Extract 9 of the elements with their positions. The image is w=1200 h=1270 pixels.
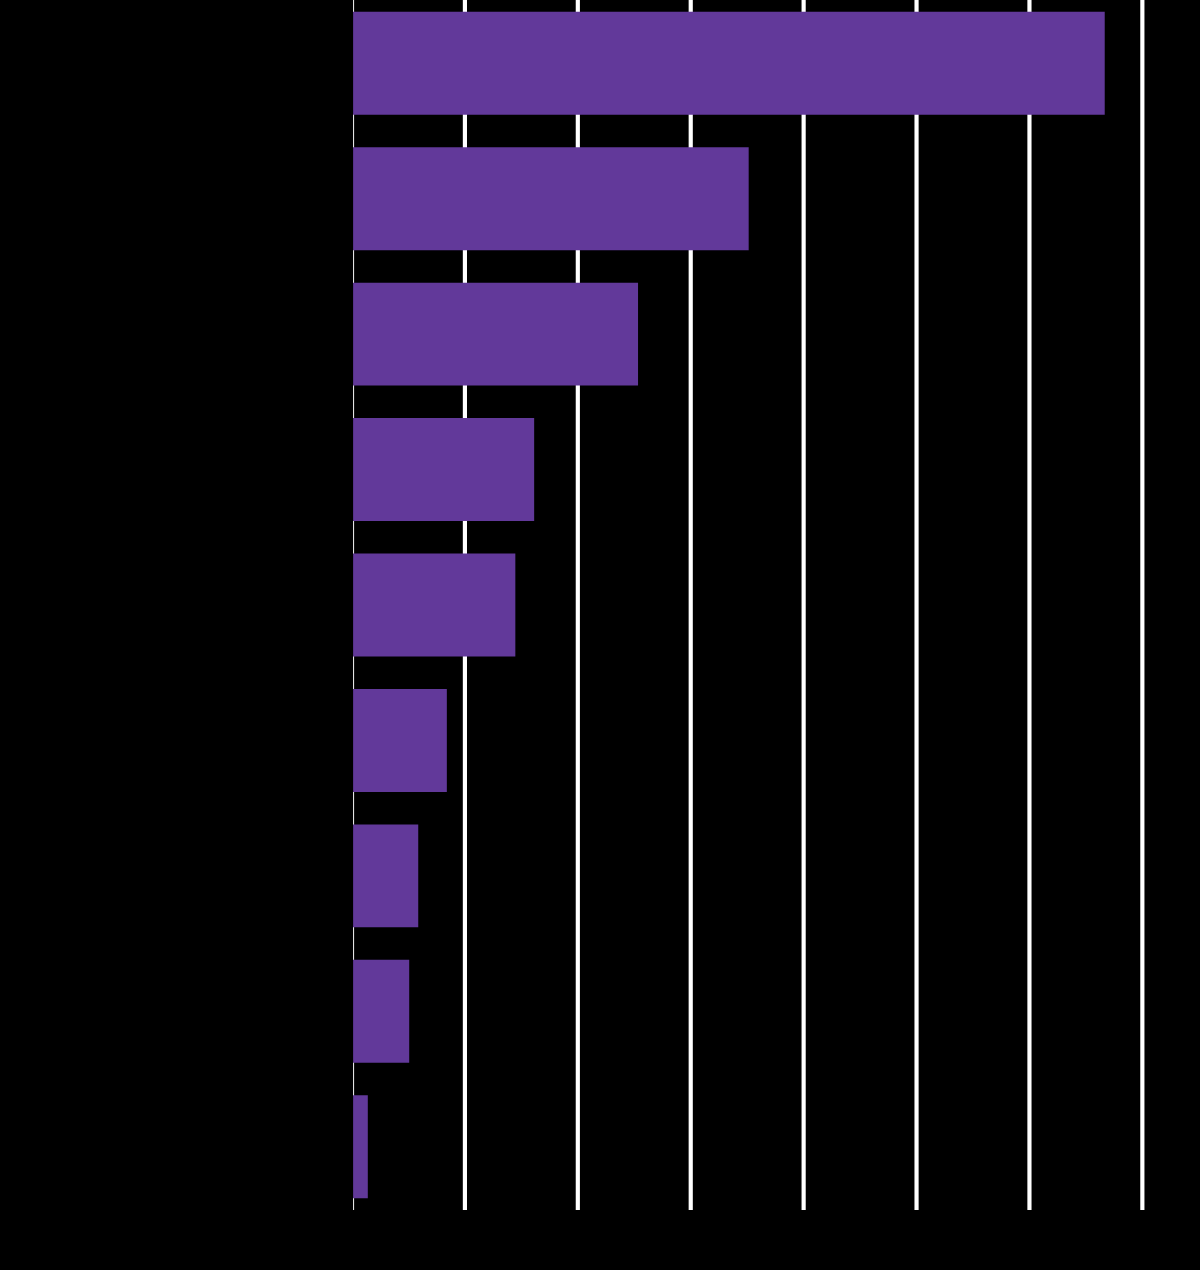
bar [352, 1095, 368, 1199]
bar [352, 418, 535, 522]
bar [352, 688, 447, 792]
bar [352, 282, 639, 386]
bar [352, 959, 410, 1063]
bar [352, 11, 1105, 115]
bar [352, 824, 419, 928]
bar [352, 553, 516, 657]
bar [352, 147, 749, 251]
